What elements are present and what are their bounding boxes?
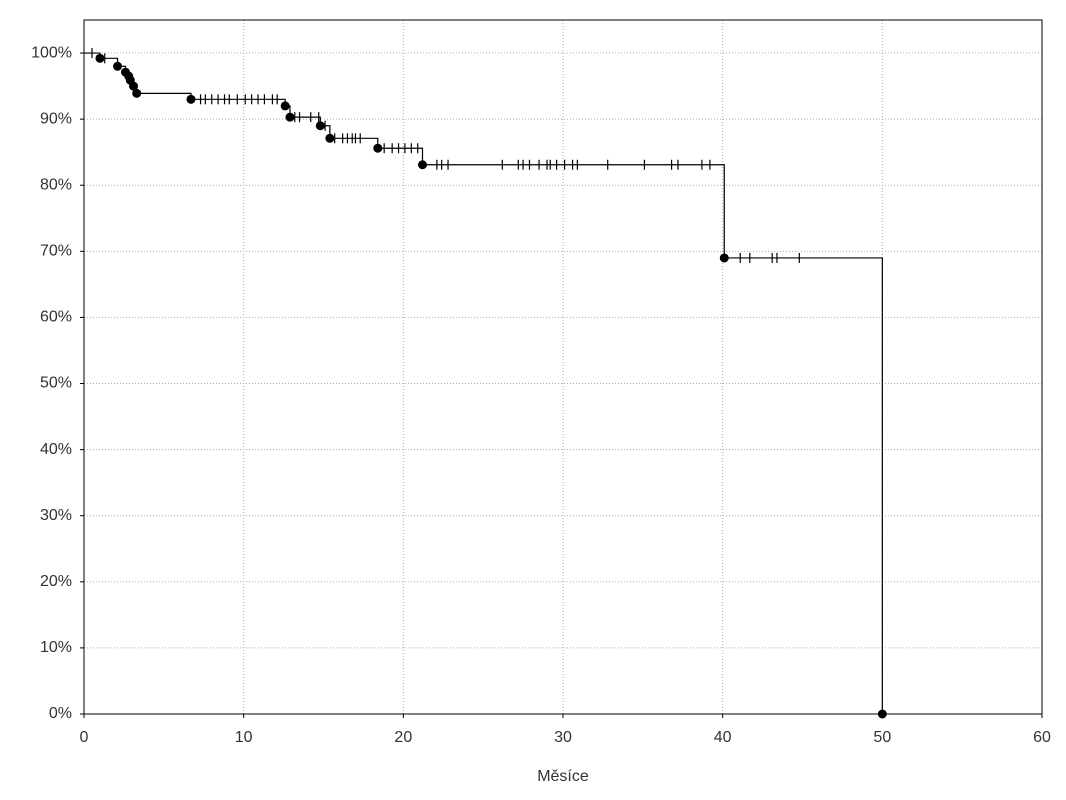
plot-frame bbox=[83, 19, 1043, 715]
event-point bbox=[132, 88, 142, 98]
y-tick-label: 40% bbox=[40, 441, 72, 458]
event-point bbox=[128, 81, 138, 91]
y-tick-label: 20% bbox=[40, 573, 72, 590]
y-tick-label: 0% bbox=[49, 705, 72, 722]
x-tick-label: 40 bbox=[714, 729, 732, 746]
event-point bbox=[280, 101, 290, 111]
event-point bbox=[95, 53, 105, 63]
y-tick-label: 10% bbox=[40, 639, 72, 656]
y-tick-label: 60% bbox=[40, 309, 72, 326]
event-point bbox=[113, 61, 123, 71]
event-point bbox=[315, 121, 325, 131]
y-tick-label: 100% bbox=[31, 44, 72, 61]
event-point bbox=[877, 709, 887, 719]
y-tick-label: 50% bbox=[40, 375, 72, 392]
x-tick-label: 60 bbox=[1033, 729, 1051, 746]
x-axis-title: Měsíce bbox=[537, 768, 589, 785]
event-point bbox=[285, 112, 295, 122]
x-tick-label: 20 bbox=[394, 729, 412, 746]
event-point bbox=[186, 94, 196, 104]
y-tick-label: 90% bbox=[40, 110, 72, 127]
x-tick-label: 0 bbox=[80, 729, 89, 746]
event-point bbox=[417, 160, 427, 170]
y-tick-label: 30% bbox=[40, 507, 72, 524]
x-tick-label: 10 bbox=[235, 729, 253, 746]
y-tick-label: 70% bbox=[40, 243, 72, 260]
x-tick-label: 50 bbox=[873, 729, 891, 746]
event-point bbox=[719, 253, 729, 263]
event-point bbox=[373, 143, 383, 153]
x-tick-label: 30 bbox=[554, 729, 572, 746]
event-point bbox=[325, 133, 335, 143]
y-tick-label: 80% bbox=[40, 176, 72, 193]
